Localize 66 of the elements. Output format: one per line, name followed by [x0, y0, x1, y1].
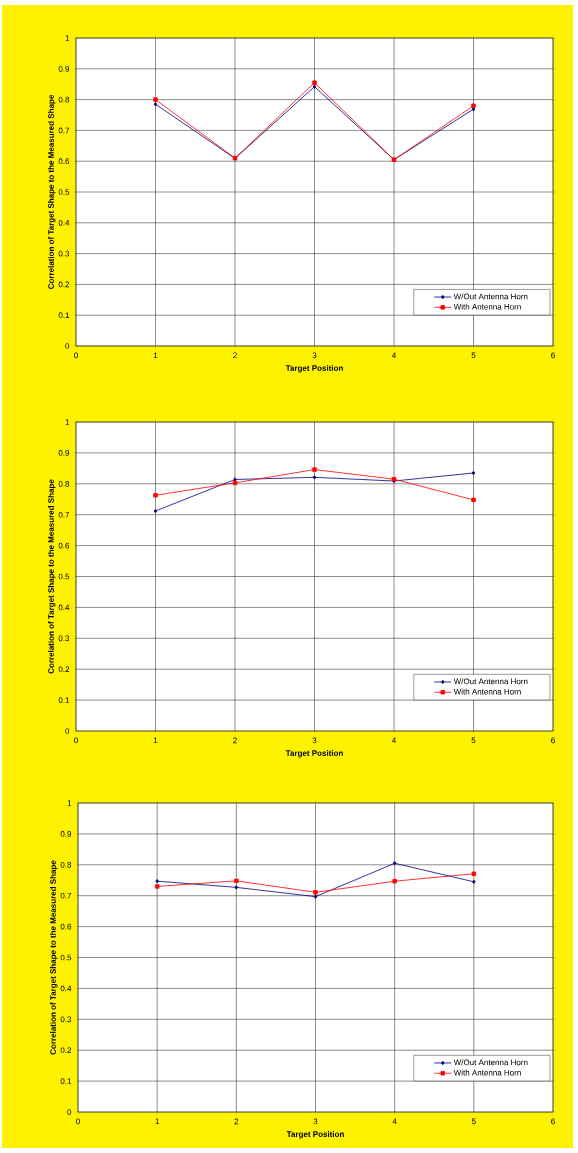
y-tick-label: 0.5 [58, 189, 70, 195]
y-axis-title: Correlation of Target Shape to the Measured Shape [47, 479, 56, 674]
legend-label: W/Out Antenna Horn [453, 1059, 528, 1066]
y-tick-label: 0.4 [58, 604, 70, 611]
x-tick-label: 6 [551, 352, 555, 359]
legend-label: W/Out Antenna Horn [453, 293, 528, 300]
x-axis-title: Target Position [286, 1131, 344, 1139]
x-tick-label: 2 [233, 352, 237, 359]
y-tick-label: 0.6 [60, 923, 72, 930]
y-tick-label: 0.9 [58, 450, 70, 456]
y-tick-label: 0.7 [58, 511, 70, 518]
y-tick-label: 0.1 [60, 1078, 72, 1084]
y-tick-label: 0.6 [58, 158, 70, 165]
y-tick-label: 0.4 [58, 219, 70, 226]
x-tick-label: 0 [76, 1118, 80, 1125]
legend-label: With Antenna Horn [453, 1069, 521, 1076]
x-tick-label: 0 [74, 737, 78, 744]
y-tick-label: 0.3 [58, 250, 70, 257]
y-tick-label: 0.2 [58, 281, 70, 288]
y-axis-title: Correlation of Target Shape to the Measured Shape [49, 860, 58, 1055]
legend-label: With Antenna Horn [453, 688, 521, 695]
y-axis-title: Correlation of Target Shape to the Measured Shape [47, 95, 56, 289]
y-tick-label: 0.9 [58, 65, 70, 72]
y-tick-label: 0.4 [60, 985, 72, 992]
y-tick-label: 0.9 [60, 831, 72, 837]
y-tick-label: 0.8 [58, 480, 70, 487]
y-tick-label: 0 [67, 1109, 72, 1115]
y-tick-label: 1 [67, 800, 72, 806]
y-tick-label: 0.3 [60, 1016, 72, 1023]
y-tick-label: 1 [65, 419, 70, 425]
y-tick-label: 1 [65, 35, 70, 41]
x-tick-label: 3 [313, 1118, 318, 1125]
x-tick-label: 6 [551, 1118, 555, 1125]
x-tick-label: 4 [391, 737, 396, 744]
y-tick-label: 0.2 [58, 666, 70, 673]
legend-label: W/Out Antenna Horn [453, 678, 528, 685]
y-tick-label: 0.5 [60, 954, 72, 961]
x-tick-label: 6 [551, 737, 555, 744]
x-tick-label: 1 [153, 352, 158, 359]
x-tick-label: 5 [471, 352, 476, 359]
x-tick-label: 1 [155, 1118, 160, 1125]
y-tick-label: 0.2 [60, 1047, 72, 1054]
legend-label: With Antenna Horn [453, 303, 521, 310]
y-tick-label: 0 [65, 343, 70, 349]
y-tick-label: 0.3 [58, 635, 70, 642]
y-tick-label: 0.8 [58, 96, 70, 103]
x-tick-label: 2 [233, 737, 237, 744]
x-tick-label: 3 [312, 737, 317, 744]
x-axis-title: Target Position [285, 750, 343, 758]
y-tick-label: 0.5 [58, 573, 70, 580]
x-tick-label: 3 [312, 352, 317, 359]
x-tick-label: 0 [74, 352, 78, 359]
y-tick-label: 0 [65, 728, 70, 734]
x-tick-label: 5 [471, 737, 476, 744]
x-axis-title: Target Position [285, 365, 343, 373]
y-tick-label: 0.6 [58, 542, 70, 549]
x-tick-label: 5 [471, 1118, 476, 1125]
x-tick-label: 2 [234, 1118, 239, 1125]
y-tick-label: 0.7 [58, 127, 70, 134]
x-tick-label: 4 [391, 352, 396, 359]
y-tick-label: 0.8 [60, 861, 72, 868]
y-tick-label: 0.1 [58, 697, 70, 703]
x-tick-label: 4 [392, 1118, 397, 1125]
x-tick-label: 1 [153, 737, 158, 744]
y-tick-label: 0.7 [60, 892, 72, 899]
y-tick-label: 0.1 [58, 312, 70, 319]
